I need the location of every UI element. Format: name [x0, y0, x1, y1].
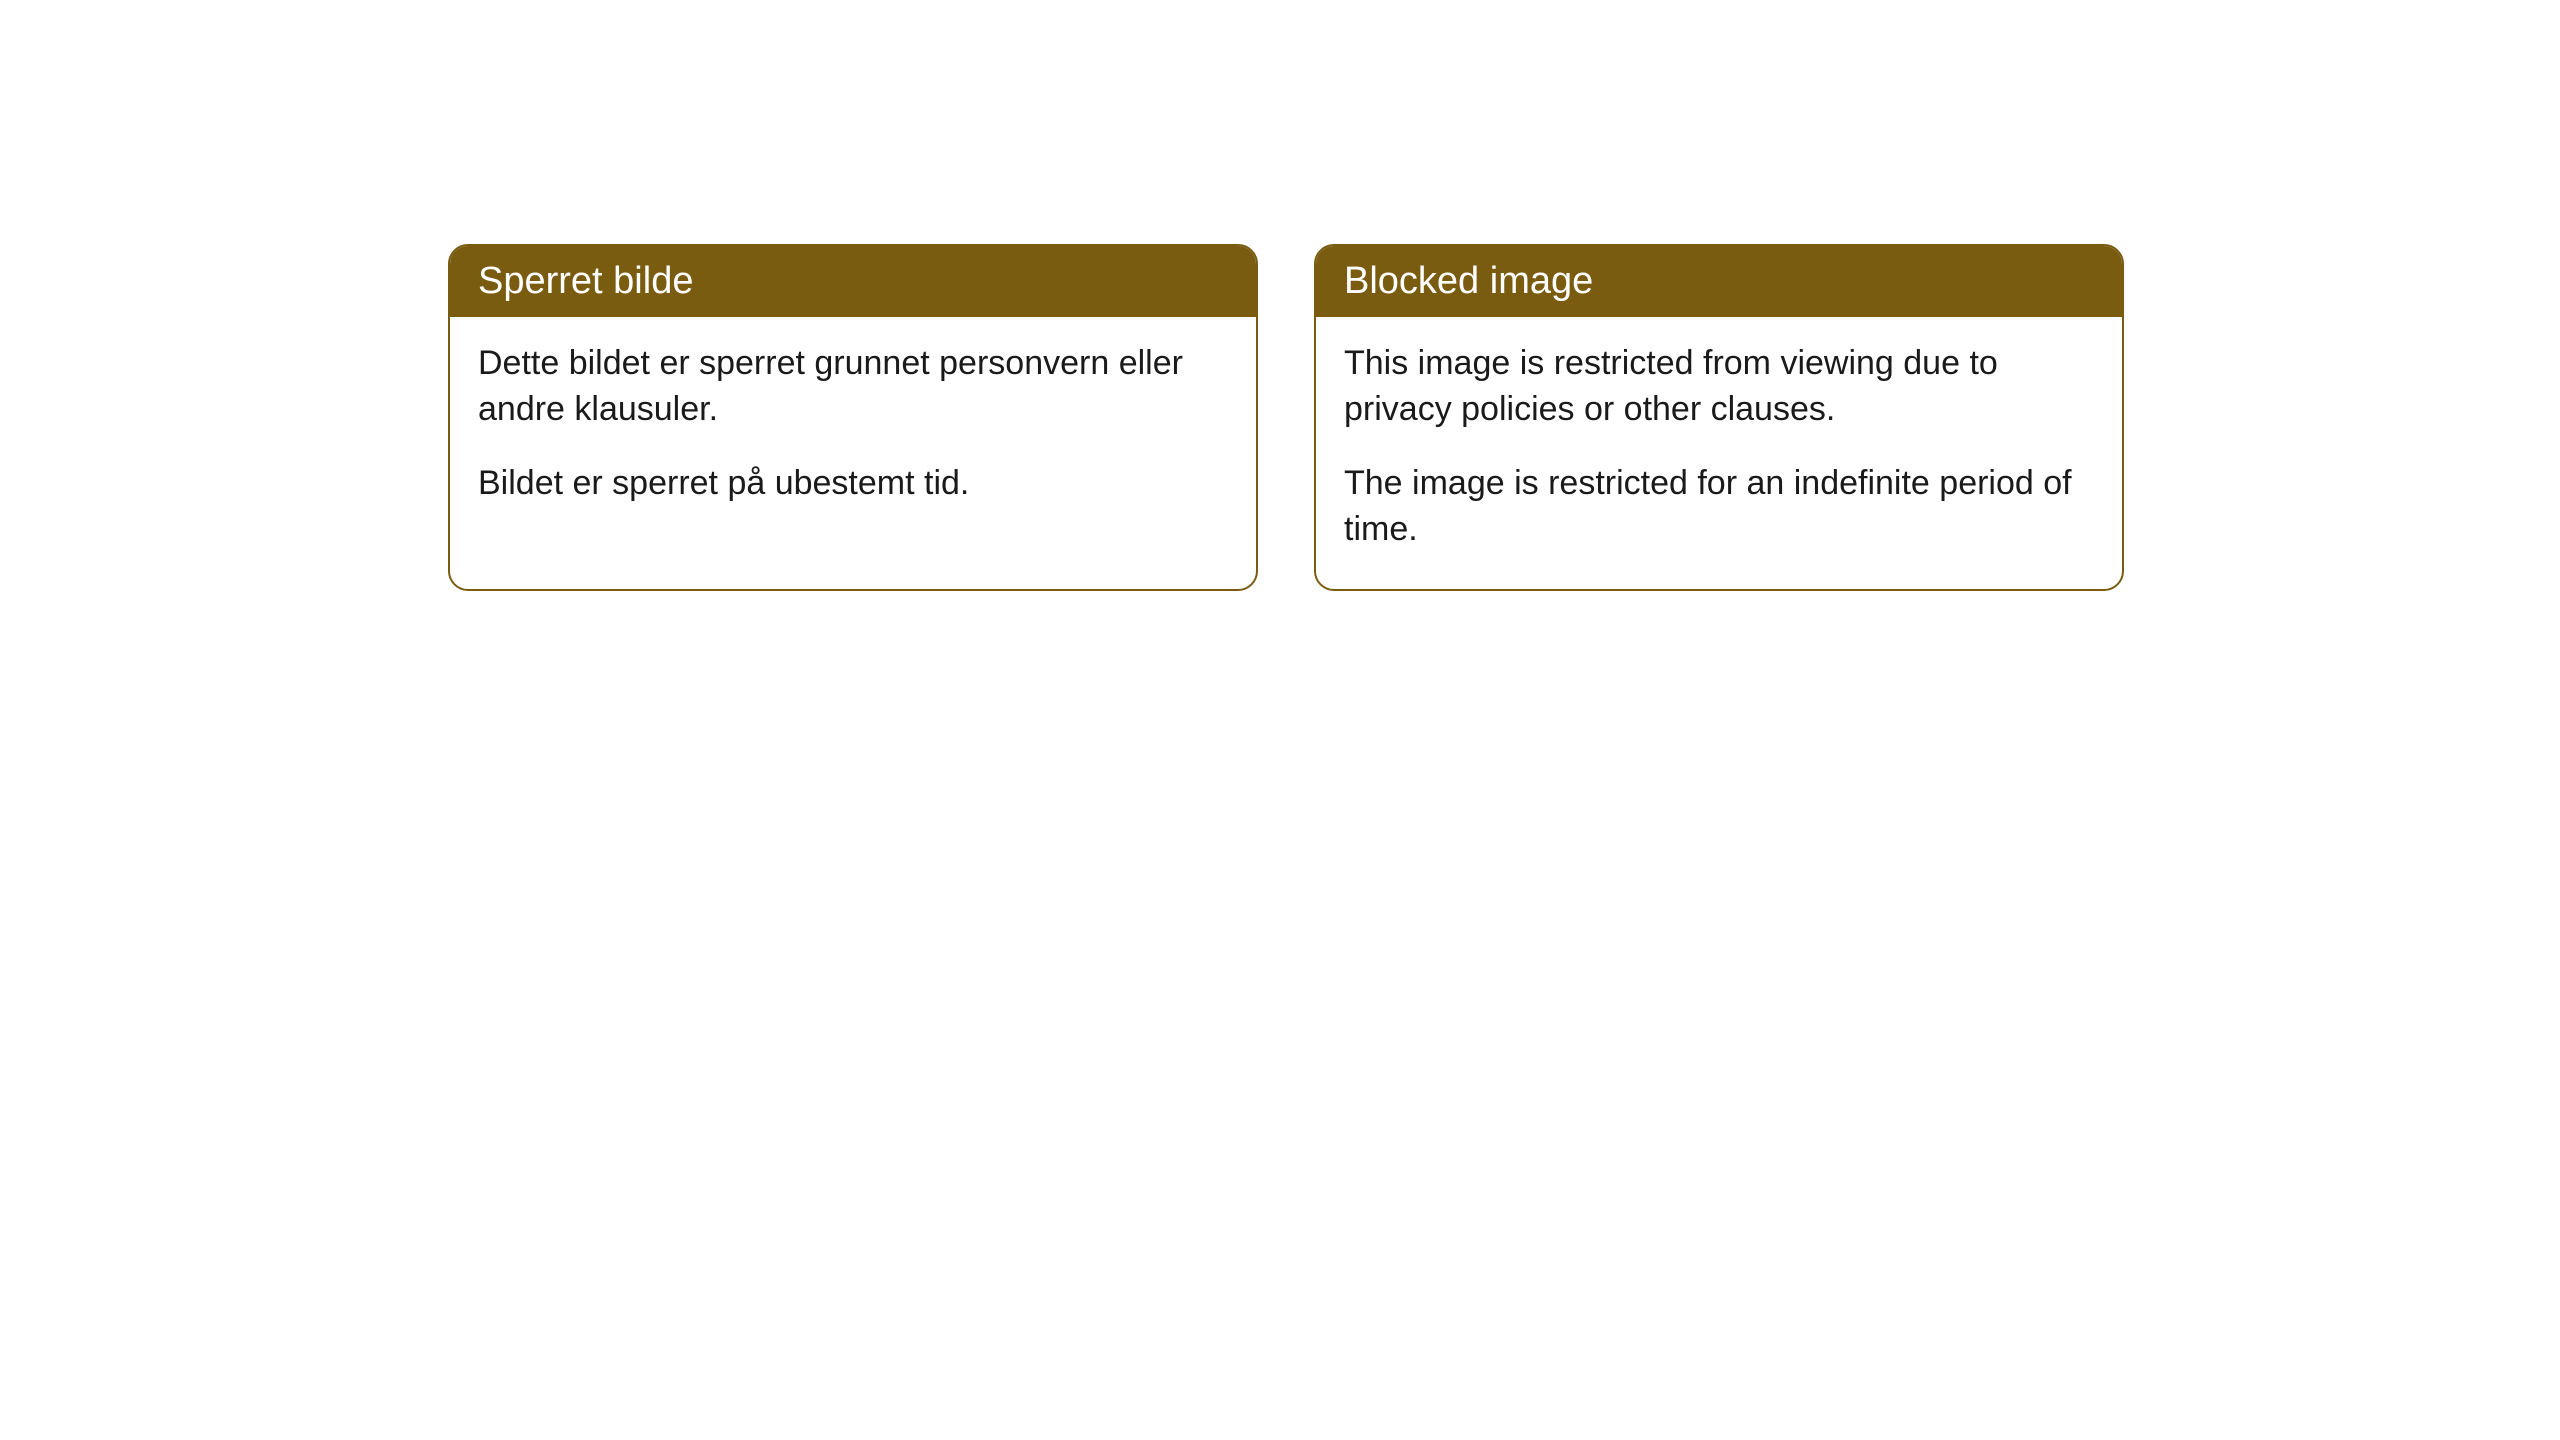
card-body: This image is restricted from viewing du…: [1316, 317, 2122, 589]
card-paragraph: Dette bildet er sperret grunnet personve…: [478, 341, 1228, 433]
card-paragraph: The image is restricted for an indefinit…: [1344, 461, 2094, 553]
card-header: Blocked image: [1316, 246, 2122, 317]
card-title: Sperret bilde: [478, 260, 693, 302]
card-title: Blocked image: [1344, 260, 1593, 302]
card-paragraph: This image is restricted from viewing du…: [1344, 341, 2094, 433]
card-header: Sperret bilde: [450, 246, 1256, 317]
notice-cards-container: Sperret bilde Dette bildet er sperret gr…: [0, 0, 2560, 591]
notice-card-english: Blocked image This image is restricted f…: [1314, 244, 2124, 591]
notice-card-norwegian: Sperret bilde Dette bildet er sperret gr…: [448, 244, 1258, 591]
card-paragraph: Bildet er sperret på ubestemt tid.: [478, 461, 1228, 507]
card-body: Dette bildet er sperret grunnet personve…: [450, 317, 1256, 543]
